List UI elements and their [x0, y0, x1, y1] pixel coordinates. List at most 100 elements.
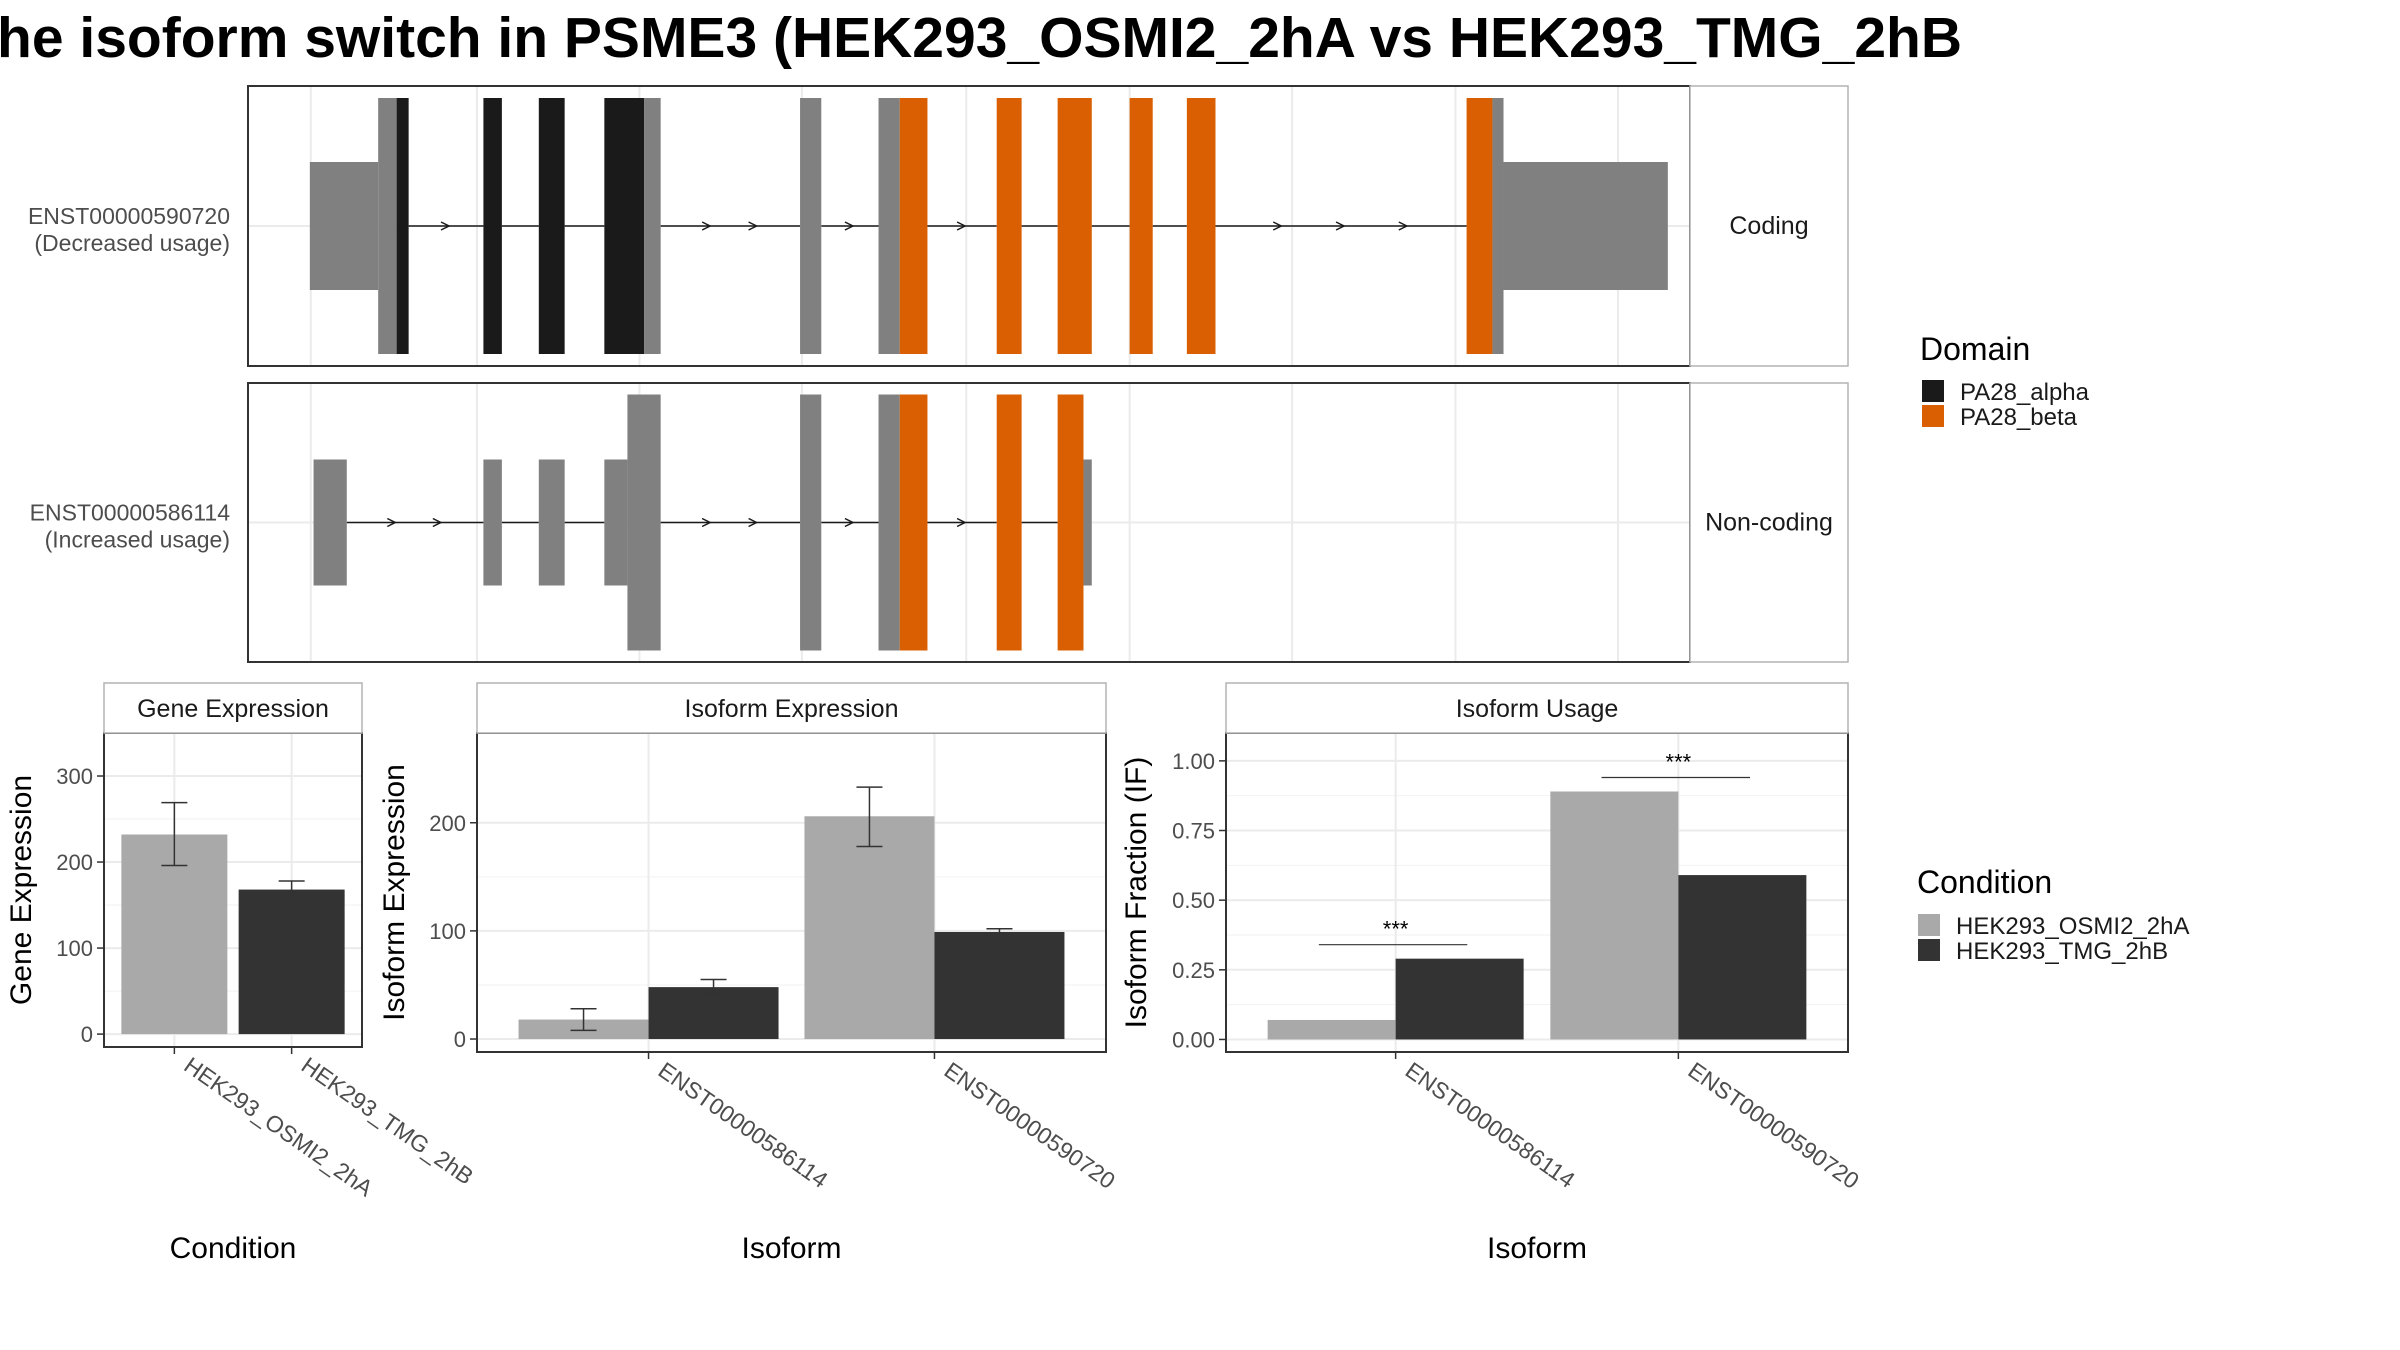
exon: [878, 98, 900, 354]
exon: [1129, 98, 1153, 354]
facet-strip: [1689, 382, 1849, 663]
facet-strip: [1689, 85, 1849, 367]
exon: [1503, 162, 1668, 290]
exon: [996, 98, 1022, 354]
y-axis-title: Isoform Fraction (IF): [1120, 757, 1153, 1029]
exon: [644, 98, 661, 354]
domain-legend-label: PA28_alpha: [1960, 379, 2090, 406]
x-tick-label: ENST00000586114: [1401, 1057, 1580, 1193]
intron-arrow: [701, 517, 712, 528]
x-tick-label: ENST00000590720: [940, 1057, 1120, 1194]
exon: [309, 162, 379, 290]
y-tick-label: 0.75: [1172, 819, 1215, 844]
condition-legend-title: Condition: [1917, 864, 2052, 900]
exon: [1466, 98, 1493, 354]
y-tick-label: 100: [56, 936, 93, 961]
intron-arrow: [748, 221, 759, 231]
intron-arrow: [701, 221, 712, 231]
bar: [804, 816, 935, 1040]
y-tick-label: 0.50: [1172, 888, 1215, 913]
exon: [538, 98, 565, 354]
bar: [238, 889, 345, 1035]
intron-arrow: [440, 221, 451, 231]
intron-arrow: [844, 221, 855, 231]
facet-label: Non-coding: [1705, 509, 1833, 537]
intron-arrow: [844, 517, 855, 528]
exon: [899, 394, 928, 651]
facet-title: Isoform Expression: [685, 695, 899, 723]
x-axis-title: Condition: [170, 1232, 297, 1265]
intron-arrow: [1398, 221, 1409, 231]
significance-label: ***: [1666, 750, 1692, 775]
isoform-usage-panel: 0.00 0.25 0.50 0.75 1.00 ENST00000586114 ENST0…: [1120, 682, 1864, 1265]
intron-arrow: [748, 517, 759, 528]
legend-swatch: [1918, 914, 1940, 936]
isoform-status-label: (Decreased usage): [34, 230, 230, 256]
bar: [1395, 958, 1524, 1040]
legend-swatch: [1918, 939, 1940, 961]
intron-arrow: [432, 517, 443, 528]
facet-title: Isoform Usage: [1456, 695, 1619, 723]
y-tick-label: 200: [429, 811, 466, 836]
facet-title: Gene Expression: [137, 695, 329, 723]
significance-label: ***: [1383, 917, 1409, 942]
exon: [396, 98, 409, 354]
exon: [800, 98, 822, 354]
x-tick-label: ENST00000590720: [1683, 1057, 1863, 1194]
y-tick-label: 1.00: [1172, 749, 1215, 774]
bar: [1267, 1019, 1396, 1040]
x-axis-title: Isoform: [1487, 1232, 1587, 1265]
exon: [1186, 98, 1216, 354]
bar: [648, 987, 779, 1040]
x-tick-label: HEK293_OSMI2_2hA: [179, 1052, 378, 1202]
condition-legend-label: HEK293_OSMI2_2hA: [1956, 913, 2189, 940]
y-tick-label: 200: [56, 850, 93, 875]
exon: [604, 98, 645, 354]
x-tick-label: ENST00000586114: [654, 1057, 833, 1193]
bar: [1550, 791, 1679, 1040]
y-tick-label: 0: [81, 1022, 93, 1047]
legend-swatch: [1922, 380, 1944, 402]
exon: [800, 394, 822, 651]
x-axis-title: Isoform: [741, 1232, 841, 1265]
exon: [378, 98, 397, 354]
exon: [996, 394, 1022, 651]
isoform-id-label: ENST00000590720: [28, 203, 230, 229]
exon: [878, 394, 900, 651]
intron-arrow: [386, 517, 398, 528]
exon: [483, 459, 502, 586]
exon: [627, 394, 661, 651]
y-tick-label: 300: [56, 764, 93, 789]
facet-strip: [1225, 682, 1849, 734]
intron-arrow: [1335, 221, 1346, 231]
intron-arrow: [956, 517, 967, 528]
exon: [1057, 98, 1092, 354]
domain-legend-label: PA28_beta: [1960, 404, 2078, 431]
exon: [899, 98, 928, 354]
facet-strip: [103, 682, 363, 734]
domain-legend-title: Domain: [1920, 331, 2030, 367]
exon: [538, 459, 565, 586]
isoform-status-label: (Increased usage): [45, 527, 230, 553]
gene-structure-panel: Coding ENST00000590720(Decreased usage) No…: [28, 85, 1849, 663]
exon: [1083, 459, 1092, 586]
y-tick-label: 0.00: [1172, 1027, 1215, 1052]
isoform-expression-panel: 0 100 200 ENST00000586114 ENST00000590720 Iso…: [378, 682, 1120, 1265]
isoform-id-label: ENST00000586114: [30, 500, 231, 526]
y-tick-label: 100: [429, 919, 466, 944]
y-tick-label: 0.25: [1172, 958, 1215, 983]
y-tick-label: 0: [454, 1027, 466, 1052]
exon: [604, 459, 628, 586]
y-axis-title: Isoform Expression: [378, 764, 411, 1021]
facet-label: Coding: [1729, 212, 1808, 240]
exon: [1057, 394, 1084, 651]
exon: [1492, 98, 1504, 354]
exon: [483, 98, 502, 354]
intron-arrow: [956, 221, 967, 231]
intron-arrow: [1272, 221, 1283, 231]
condition-legend-label: HEK293_TMG_2hB: [1956, 938, 2168, 965]
legend-swatch: [1922, 405, 1944, 427]
bar: [1678, 875, 1807, 1040]
